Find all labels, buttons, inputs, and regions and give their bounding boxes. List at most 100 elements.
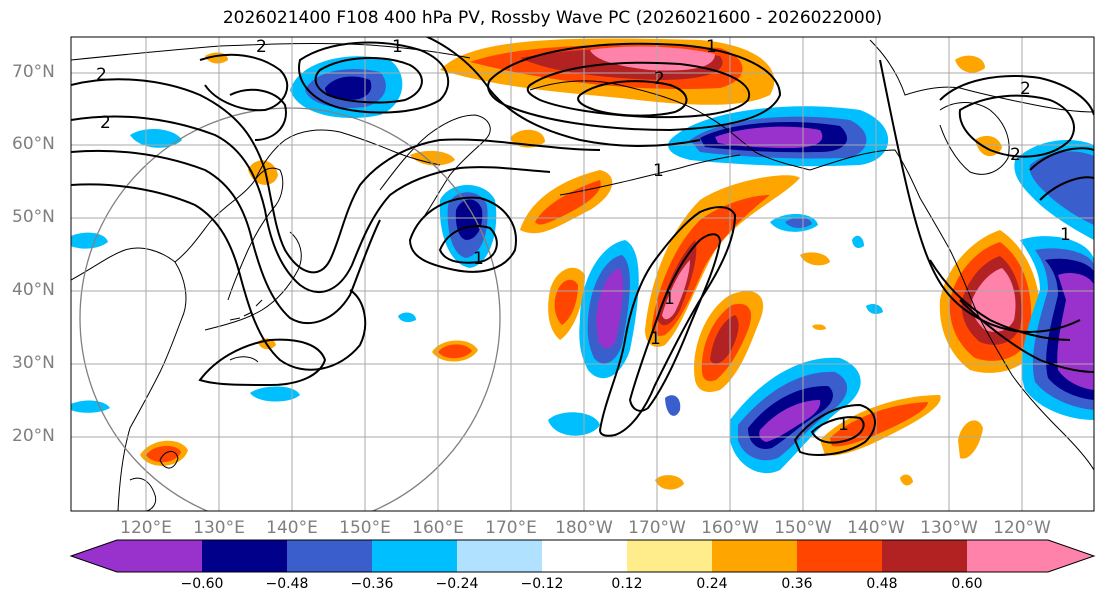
- contour-label: 1: [838, 415, 849, 435]
- contour-label: 2: [100, 113, 111, 133]
- contour-4: [71, 183, 367, 371]
- lon-label: 180°W: [555, 518, 613, 538]
- negative-anomaly-small4: [665, 395, 681, 416]
- contour-label: 1: [653, 161, 664, 181]
- contour-22: [939, 75, 1094, 116]
- contour-3: [71, 149, 381, 324]
- colorbar-segment: [117, 540, 202, 572]
- lon-label: 130°W: [920, 518, 978, 538]
- coast-north-america-west: [809, 149, 1094, 471]
- positive-anomaly-subtropical-core: [830, 402, 928, 447]
- lat-label-60n: 60°N: [12, 134, 55, 154]
- colorbar-tick-label: −0.12: [520, 576, 564, 592]
- colorbar-tick-label: 0.12: [611, 576, 643, 592]
- lon-label: 140°W: [847, 518, 905, 538]
- negative-anomaly-small7: [71, 232, 108, 249]
- contour-label: 1: [664, 289, 675, 309]
- lat-label-20n: 20°N: [12, 426, 55, 446]
- negative-anomaly-small15: [398, 312, 416, 323]
- contour-9: [408, 196, 517, 273]
- colorbar-tick-label: 0.48: [866, 576, 898, 592]
- positive-anomaly-wave4-peak: [662, 260, 690, 320]
- contour-10: [438, 225, 498, 264]
- coast-hudson-bay: [939, 102, 1010, 175]
- negative-anomaly-small13: [852, 235, 864, 248]
- colorbar-tick-label: −0.60: [180, 576, 224, 592]
- colorbar-tick-label: 0.60: [951, 576, 983, 592]
- colorbar-tick-label: −0.36: [350, 576, 394, 592]
- contour-label: 2: [654, 69, 665, 89]
- contour-8: [314, 57, 423, 104]
- coast-korea-manchuria: [174, 167, 284, 301]
- coastlines: [71, 39, 1094, 511]
- negative-anomaly-small8: [130, 128, 182, 148]
- contour-14: [425, 37, 701, 147]
- colorbar-extend-max: [1048, 540, 1094, 572]
- colorbar-segment: [372, 540, 457, 572]
- colorbar-segment: [712, 540, 797, 572]
- contour-2: [71, 115, 551, 294]
- negative-anomaly-wave3-max: [596, 268, 623, 349]
- colorbar-segment: [202, 540, 287, 572]
- coast-philippines: [129, 477, 157, 511]
- colorbar-segment: [287, 540, 372, 572]
- contour-label: 1: [706, 37, 717, 57]
- coast-aleutians: [559, 154, 741, 196]
- positive-anomaly-small2-core: [438, 344, 472, 359]
- lon-label: 160°E: [412, 518, 464, 538]
- contour-7: [298, 41, 450, 114]
- lon-label: 150°W: [774, 518, 832, 538]
- coast-taiwan: [159, 451, 179, 469]
- contour-label: 2: [1020, 79, 1031, 99]
- lon-label: 150°E: [339, 518, 391, 538]
- contour-16: [598, 206, 737, 437]
- negative-anomaly-siberia-core: [325, 76, 372, 100]
- contour-5: [199, 53, 289, 112]
- contour-label: 1: [392, 37, 403, 57]
- lat-label-40n: 40°N: [12, 280, 55, 300]
- contour-24: [1029, 147, 1094, 171]
- contour-12: [526, 61, 751, 119]
- lon-label: 120°W: [993, 518, 1051, 538]
- colorbar-segment: [797, 540, 882, 572]
- contour-label: 2: [1010, 145, 1021, 165]
- map-frame: [70, 36, 1095, 512]
- positive-anomaly-small11: [655, 475, 684, 490]
- contour-label: 1: [650, 329, 661, 349]
- colorbar-extend-min: [71, 540, 117, 572]
- contour-label: 2: [96, 65, 107, 85]
- colorbar-tick-label: 0.24: [696, 576, 728, 592]
- lat-label-50n: 50°N: [12, 207, 55, 227]
- pc-contours: [71, 37, 1094, 456]
- contour-26: [959, 299, 1094, 373]
- colorbar-segment: [967, 540, 1048, 572]
- negative-anomaly-small6: [71, 400, 110, 413]
- map-panel: 2 2 2 1 1 1 2 2 1 1 2 1 1 1: [71, 37, 1094, 511]
- positive-anomaly-taiwan-core: [146, 445, 181, 463]
- positive-anomaly-small10: [958, 420, 983, 459]
- lat-label-70n: 70°N: [12, 62, 55, 82]
- negative-anomaly-small14: [866, 304, 883, 314]
- colorbar: [69, 539, 1096, 573]
- colorbar-tick-label: −0.24: [435, 576, 479, 592]
- contour-21: [929, 259, 1071, 341]
- coast-china: [71, 247, 187, 511]
- negative-anomaly-gulf-max: [715, 126, 823, 148]
- contour-label: 2: [256, 37, 267, 57]
- contour-13: [577, 80, 688, 117]
- contour-18: [793, 403, 876, 456]
- contour-15: [198, 338, 327, 387]
- coast-kyushu: [229, 356, 259, 363]
- contour-label: 1: [1060, 225, 1071, 245]
- coast-okhotsk: [254, 129, 441, 181]
- colorbar-tick-label: −0.48: [265, 576, 309, 592]
- lat-label-30n: 30°N: [12, 353, 55, 373]
- positive-anomaly-small12: [800, 252, 830, 266]
- contour-label: 1: [473, 249, 484, 269]
- contour-20: [879, 59, 1081, 333]
- negative-anomaly-small5: [250, 386, 300, 402]
- colorbar-outline: [69, 539, 1096, 573]
- negative-anomaly-west-us-max: [1057, 273, 1094, 390]
- contour-1: [71, 78, 601, 274]
